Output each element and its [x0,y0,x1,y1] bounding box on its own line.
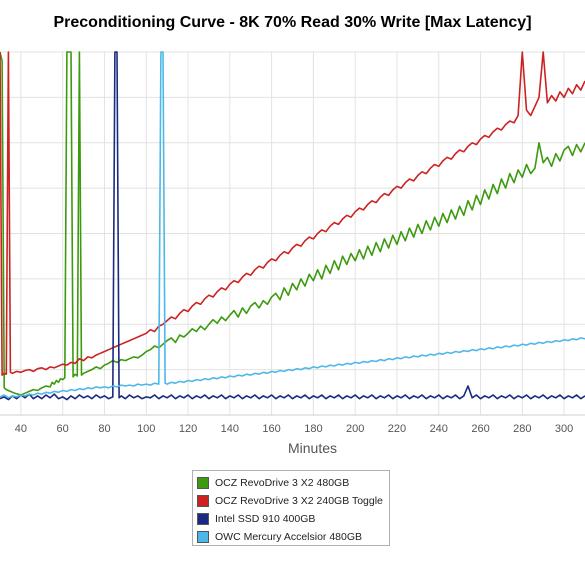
legend-item: OCZ RevoDrive 3 X2 240GB Toggle [197,492,389,510]
series-line-0 [0,51,585,396]
x-tick-label: 260 [471,423,489,435]
legend-label: OWC Mercury Accelsior 480GB [215,531,363,543]
legend-swatch [197,495,209,507]
legend-swatch [197,477,209,489]
x-tick-label: 100 [137,423,155,435]
series-line-1 [0,51,585,376]
legend-label: OCZ RevoDrive 3 X2 240GB Toggle [215,495,383,507]
series-lines [0,51,585,401]
x-tick-label: 240 [430,423,448,435]
x-axis-label: Minutes [287,440,338,456]
legend-item: Intel SSD 910 400GB [197,510,389,528]
legend-swatch [197,513,209,525]
x-tick-label: 200 [346,423,364,435]
x-tick-label: 300 [555,423,573,435]
x-tick-label: 180 [304,423,322,435]
legend-item: OWC Mercury Accelsior 480GB [197,528,389,546]
x-tick-labels: 40 60 80 100 120 140 160 180 200 220 240 260 280 300 [15,423,574,435]
x-tick-label: 220 [388,423,406,435]
series-line-2 [0,51,585,401]
x-tick-label: 120 [179,423,197,435]
legend-label: Intel SSD 910 400GB [215,513,316,525]
x-tick-label: 60 [57,423,69,435]
x-tick-label: 80 [98,423,110,435]
grid-lines [0,51,585,416]
x-tick-label: 280 [513,423,531,435]
chart-title: Preconditioning Curve - 8K 70% Read 30% … [53,14,532,31]
x-tick-label: 140 [221,423,239,435]
legend-label: OCZ RevoDrive 3 X2 480GB [215,477,350,489]
legend: OCZ RevoDrive 3 X2 480GB OCZ RevoDrive 3 … [192,470,390,546]
legend-swatch [197,531,209,543]
x-tick-label: 40 [15,423,27,435]
legend-item: OCZ RevoDrive 3 X2 480GB [197,474,389,492]
x-tick-label: 160 [262,423,280,435]
series-line-3 [0,51,585,399]
